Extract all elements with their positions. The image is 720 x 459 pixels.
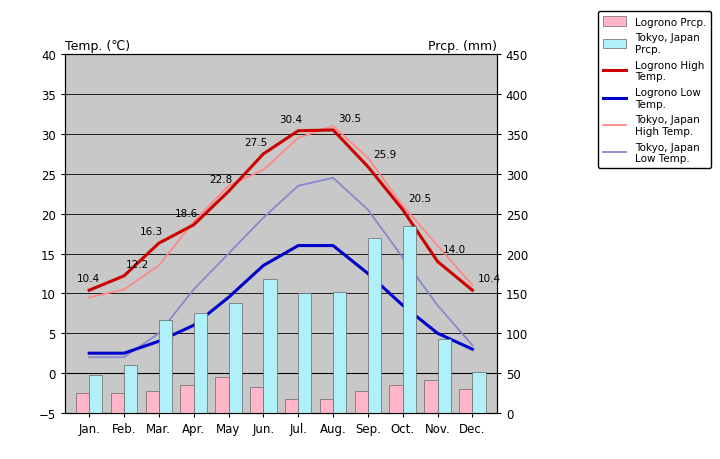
Bar	[145, 391, 159, 413]
Bar	[76, 393, 89, 413]
Bar	[264, 280, 276, 413]
Text: 16.3: 16.3	[140, 226, 163, 236]
Bar	[215, 377, 228, 413]
Text: 20.5: 20.5	[408, 193, 431, 203]
Bar	[438, 339, 451, 413]
Text: 30.5: 30.5	[338, 113, 361, 123]
Text: 30.4: 30.4	[279, 115, 302, 125]
Bar	[250, 388, 264, 413]
Bar	[424, 380, 438, 413]
Bar	[320, 399, 333, 413]
Bar	[228, 303, 242, 413]
Bar	[285, 399, 298, 413]
Bar	[333, 292, 346, 413]
Bar	[390, 385, 402, 413]
Bar	[124, 365, 138, 413]
Bar	[89, 375, 102, 413]
Bar	[298, 294, 312, 413]
Text: 12.2: 12.2	[126, 259, 149, 269]
Text: Prcp. (mm): Prcp. (mm)	[428, 39, 497, 52]
Legend: Logrono Prcp., Tokyo, Japan
Prcp., Logrono High
Temp., Logrono Low
Temp., Tokyo,: Logrono Prcp., Tokyo, Japan Prcp., Logro…	[598, 12, 711, 169]
Text: 22.8: 22.8	[210, 175, 233, 185]
Bar	[194, 313, 207, 413]
Text: 14.0: 14.0	[443, 245, 466, 255]
Bar	[402, 227, 416, 413]
Text: 18.6: 18.6	[174, 208, 198, 218]
Text: 27.5: 27.5	[244, 137, 267, 147]
Text: Temp. (℃): Temp. (℃)	[65, 39, 130, 52]
Bar	[459, 389, 472, 413]
Bar	[159, 320, 172, 413]
Bar	[111, 393, 124, 413]
Bar	[181, 385, 194, 413]
Text: 10.4: 10.4	[477, 274, 501, 283]
Bar	[472, 372, 486, 413]
Bar	[368, 238, 381, 413]
Bar	[355, 391, 368, 413]
Text: 10.4: 10.4	[77, 274, 100, 283]
Text: 25.9: 25.9	[373, 150, 397, 160]
